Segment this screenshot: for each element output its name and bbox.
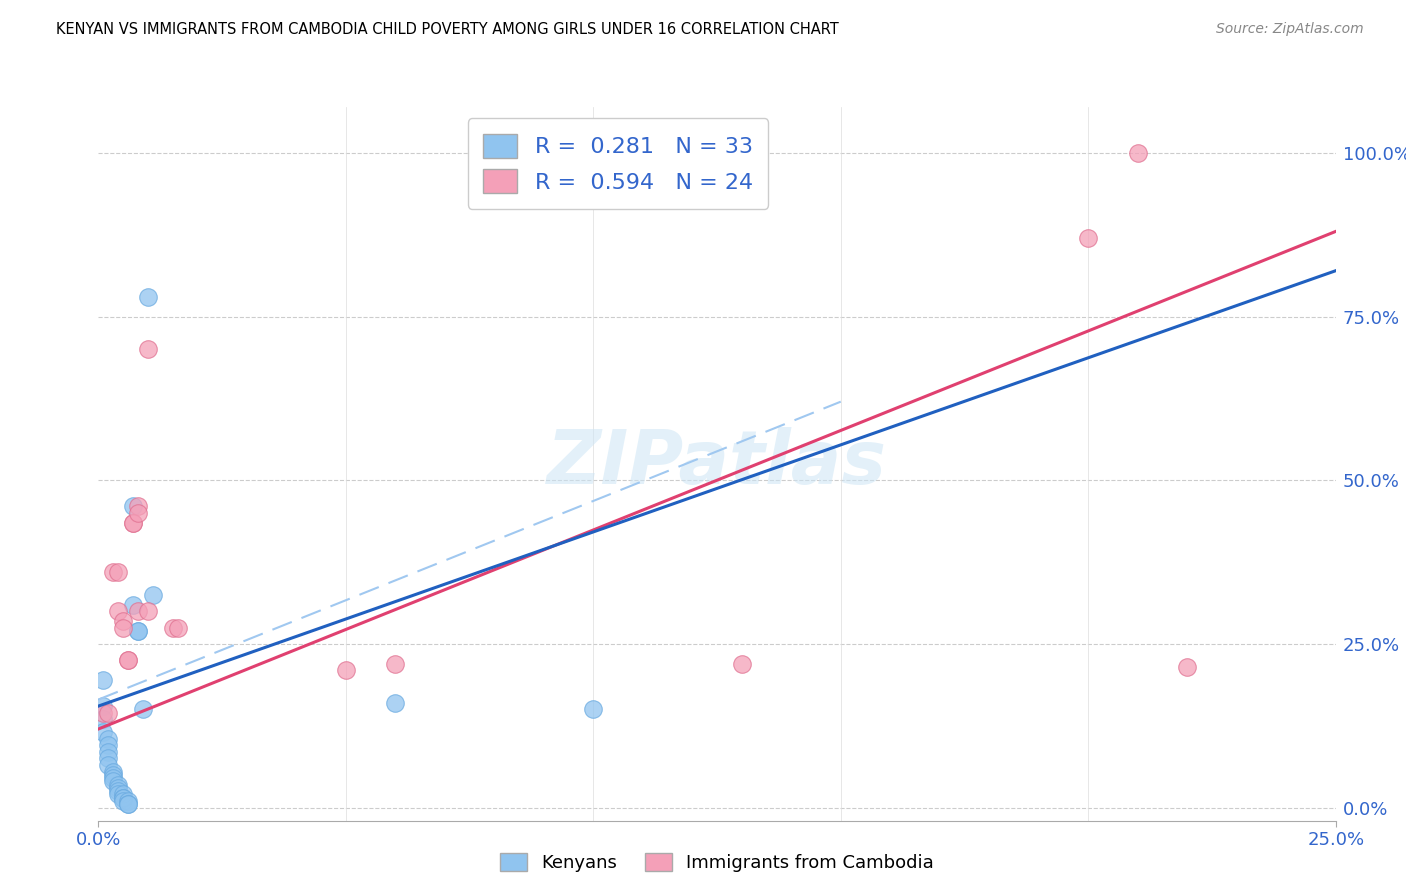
Text: Source: ZipAtlas.com: Source: ZipAtlas.com <box>1216 22 1364 37</box>
Point <box>132 702 155 716</box>
Point <box>117 794 139 808</box>
Point <box>384 657 406 671</box>
Point <box>335 663 357 677</box>
Point <box>122 516 145 530</box>
Text: ZIPatlas: ZIPatlas <box>547 427 887 500</box>
Point <box>127 624 149 638</box>
Point <box>142 588 165 602</box>
Point <box>731 657 754 671</box>
Point <box>97 751 120 765</box>
Point <box>122 500 145 514</box>
Text: KENYAN VS IMMIGRANTS FROM CAMBODIA CHILD POVERTY AMONG GIRLS UNDER 16 CORRELATIO: KENYAN VS IMMIGRANTS FROM CAMBODIA CHILD… <box>56 22 839 37</box>
Point <box>127 604 149 618</box>
Point <box>117 653 139 667</box>
Point <box>112 790 135 805</box>
Point <box>122 516 145 530</box>
Point <box>107 788 129 802</box>
Point <box>112 794 135 808</box>
Point <box>93 725 115 739</box>
Point <box>582 702 605 716</box>
Point <box>107 604 129 618</box>
Point <box>107 565 129 579</box>
Point <box>166 620 188 634</box>
Point <box>384 696 406 710</box>
Point <box>117 653 139 667</box>
Point <box>136 290 159 304</box>
Point <box>117 797 139 812</box>
Point <box>93 673 115 687</box>
Legend: Kenyans, Immigrants from Cambodia: Kenyans, Immigrants from Cambodia <box>489 842 945 883</box>
Point <box>122 598 145 612</box>
Point <box>127 500 149 514</box>
Point <box>103 771 125 785</box>
Point <box>112 790 135 805</box>
Point <box>136 343 159 357</box>
Point <box>127 624 149 638</box>
Point <box>103 764 125 779</box>
Point <box>112 788 135 802</box>
Point <box>1077 231 1099 245</box>
Point <box>103 768 125 782</box>
Point <box>1126 145 1149 160</box>
Point <box>107 784 129 798</box>
Point <box>112 620 135 634</box>
Point <box>97 739 120 753</box>
Point <box>103 774 125 789</box>
Point <box>107 778 129 792</box>
Point <box>136 604 159 618</box>
Point <box>117 797 139 812</box>
Point <box>97 758 120 772</box>
Point <box>107 780 129 795</box>
Point <box>93 712 115 726</box>
Point <box>1175 660 1198 674</box>
Point <box>97 745 120 759</box>
Point <box>112 614 135 628</box>
Point <box>162 620 184 634</box>
Point <box>97 706 120 720</box>
Point <box>93 706 115 720</box>
Point <box>103 565 125 579</box>
Point <box>93 699 115 714</box>
Point <box>127 506 149 520</box>
Point <box>97 731 120 746</box>
